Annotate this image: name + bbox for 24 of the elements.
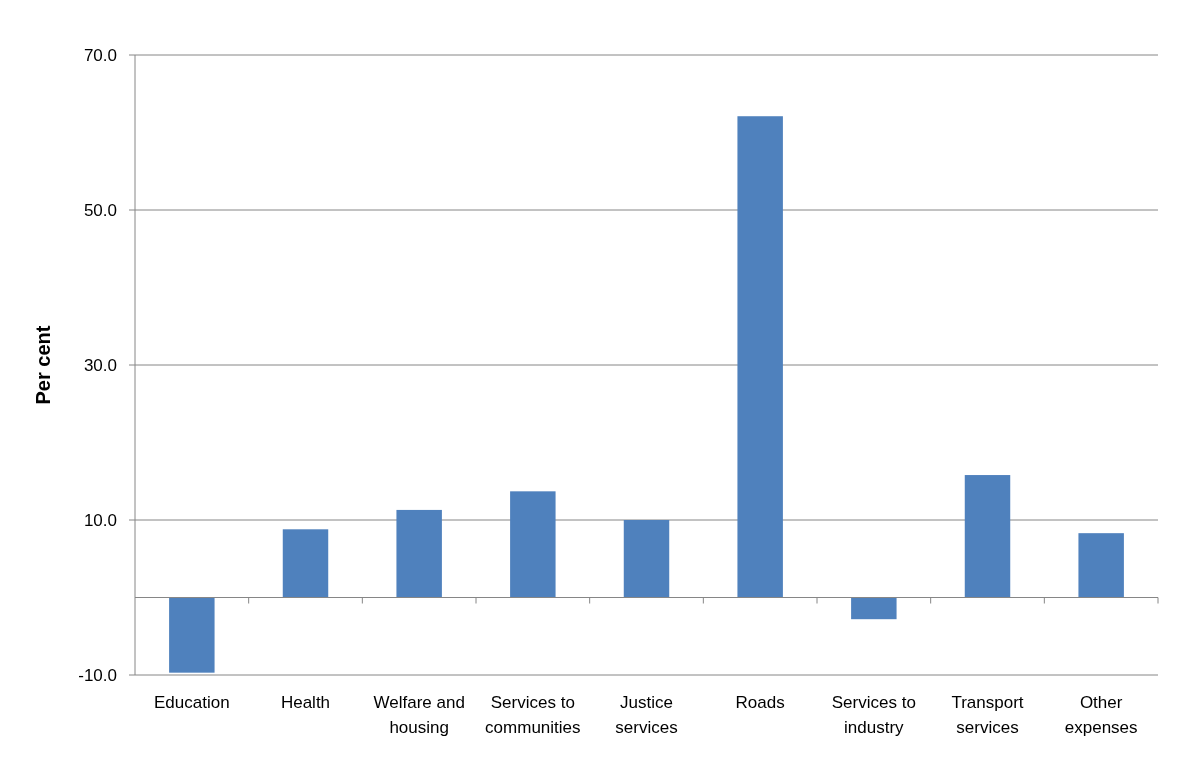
x-tick-label: Transport services xyxy=(951,693,1024,737)
bar xyxy=(623,520,670,598)
y-tick-label: 70.0 xyxy=(83,45,117,65)
bar xyxy=(851,597,897,620)
bar xyxy=(1078,533,1124,598)
y-tick-label: -10.0 xyxy=(78,665,117,685)
x-tick-label: Services to industry xyxy=(831,693,916,737)
y-tick-label: 10.0 xyxy=(83,510,117,530)
x-tick-label: Education xyxy=(154,693,230,712)
bar xyxy=(510,491,556,598)
x-tick-label: Roads xyxy=(735,693,785,712)
x-tick-label: Justice services xyxy=(615,693,678,737)
y-tick-label: 50.0 xyxy=(83,200,117,220)
bar xyxy=(737,116,783,598)
bar xyxy=(282,529,329,598)
x-tick-label: Welfare and housing xyxy=(373,693,465,737)
x-tick-label: Health xyxy=(280,693,331,712)
y-tick-label: 30.0 xyxy=(83,355,117,375)
x-tick-label: Other expenses xyxy=(1064,693,1138,737)
bar xyxy=(169,597,215,673)
bar xyxy=(964,475,1011,598)
bar xyxy=(396,509,442,598)
y-axis-title: Per cent xyxy=(32,325,54,405)
x-tick-label: Services to communities xyxy=(485,693,581,737)
